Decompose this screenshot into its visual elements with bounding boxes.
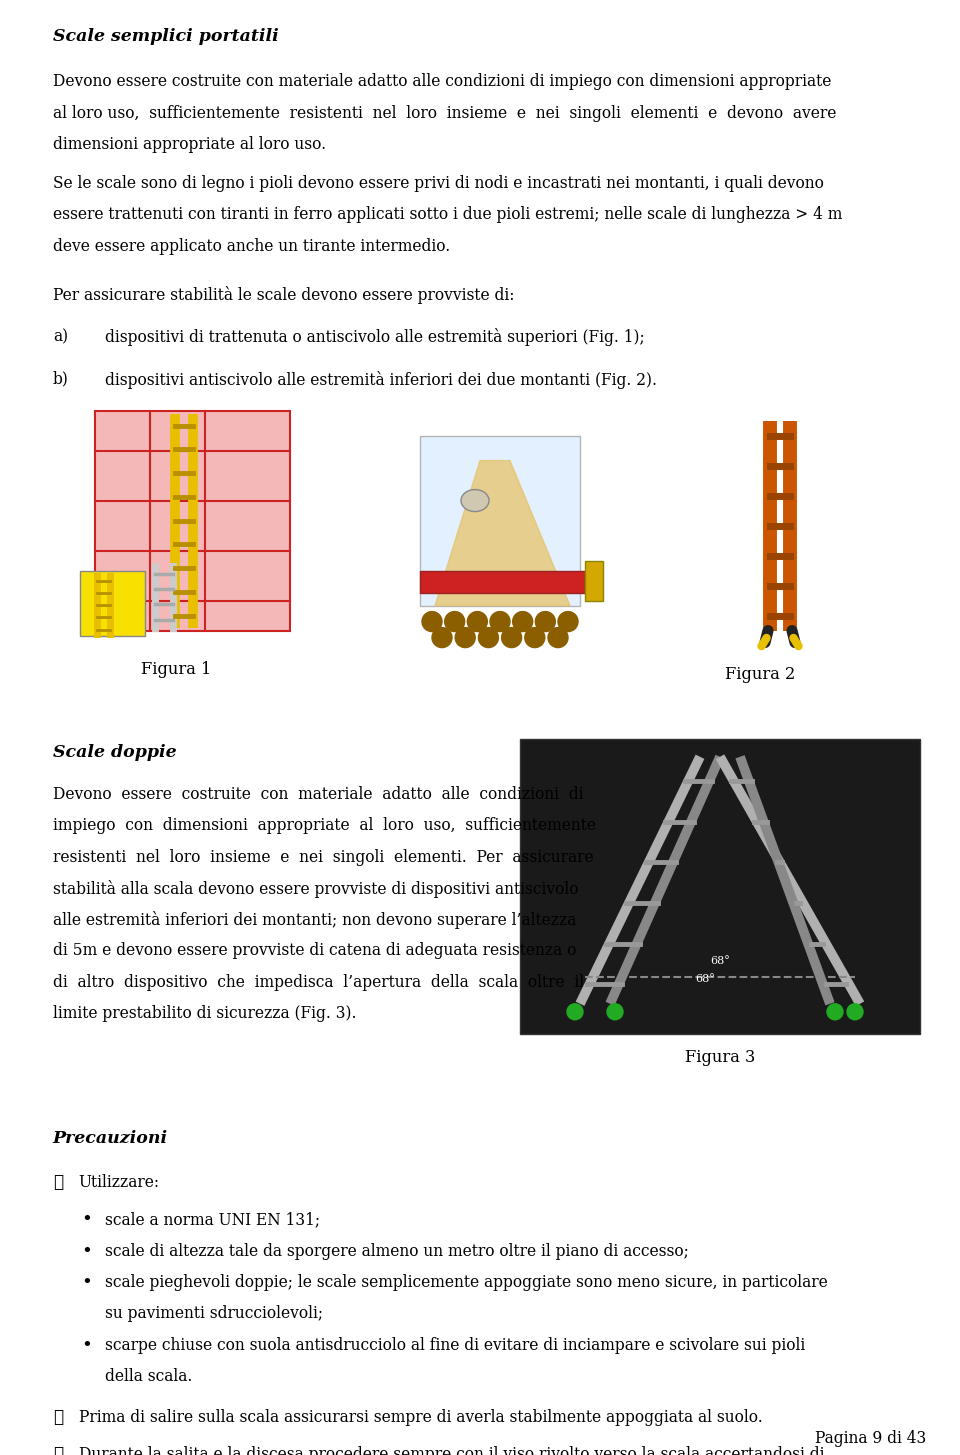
- FancyArrowPatch shape: [761, 637, 766, 646]
- Text: Per assicurare stabilità le scale devono essere provviste di:: Per assicurare stabilità le scale devono…: [53, 287, 515, 304]
- FancyArrowPatch shape: [794, 637, 799, 646]
- Circle shape: [827, 1004, 843, 1020]
- Text: Precauzioni: Precauzioni: [53, 1131, 168, 1147]
- Text: 68°: 68°: [710, 956, 730, 966]
- Text: scarpe chiuse con suola antisdrucciolo al fine di evitare di inciampare e scivol: scarpe chiuse con suola antisdrucciolo a…: [105, 1337, 805, 1353]
- Circle shape: [468, 611, 488, 631]
- Text: di  altro  dispositivo  che  impedisca  l’apertura  della  scala  oltre  il: di altro dispositivo che impedisca l’ape…: [53, 973, 584, 991]
- Bar: [585, 560, 603, 601]
- Circle shape: [513, 611, 533, 631]
- Text: •: •: [81, 1243, 91, 1260]
- Circle shape: [847, 1004, 863, 1020]
- Circle shape: [422, 611, 442, 631]
- Text: Figura 3: Figura 3: [684, 1049, 756, 1065]
- Text: Devono essere costruite con materiale adatto alle condizioni di impiego con dime: Devono essere costruite con materiale ad…: [53, 73, 831, 90]
- Bar: [420, 435, 580, 605]
- Text: essere trattenuti con tiranti in ferro applicati sotto i due pioli estremi; nell: essere trattenuti con tiranti in ferro a…: [53, 207, 842, 223]
- Text: resistenti  nel  loro  insieme  e  nei  singoli  elementi.  Per  assicurare: resistenti nel loro insieme e nei singol…: [53, 848, 593, 866]
- Text: •: •: [81, 1275, 91, 1292]
- Bar: [420, 570, 595, 592]
- Bar: [520, 739, 920, 1033]
- Circle shape: [490, 611, 510, 631]
- Text: Scale semplici portatili: Scale semplici portatili: [53, 28, 278, 45]
- Text: alle estremità inferiori dei montanti; non devono superare l’altezza: alle estremità inferiori dei montanti; n…: [53, 911, 576, 930]
- Text: scale di altezza tale da sporgere almeno un metro oltre il piano di accesso;: scale di altezza tale da sporgere almeno…: [105, 1243, 688, 1260]
- Circle shape: [444, 611, 465, 631]
- Text: scale a norma UNI EN 131;: scale a norma UNI EN 131;: [105, 1212, 320, 1228]
- Text: stabilità alla scala devono essere provviste di dispositivi antiscivolo: stabilità alla scala devono essere provv…: [53, 880, 578, 898]
- Text: b): b): [53, 371, 69, 387]
- Circle shape: [567, 1004, 583, 1020]
- Text: della scala.: della scala.: [105, 1368, 192, 1385]
- Text: Figura 1: Figura 1: [140, 661, 211, 678]
- Text: Figura 2: Figura 2: [725, 665, 795, 682]
- Text: 68°: 68°: [695, 973, 715, 984]
- Bar: [80, 570, 145, 636]
- Text: Prima di salire sulla scala assicurarsi sempre di averla stabilmente appoggiata : Prima di salire sulla scala assicurarsi …: [79, 1408, 762, 1426]
- Circle shape: [607, 1004, 623, 1020]
- Ellipse shape: [461, 489, 489, 512]
- Text: a): a): [53, 329, 68, 345]
- Text: deve essere applicato anche un tirante intermedio.: deve essere applicato anche un tirante i…: [53, 237, 450, 255]
- Text: dimensioni appropriate al loro uso.: dimensioni appropriate al loro uso.: [53, 135, 326, 153]
- Text: al loro uso,  sufficientemente  resistenti  nel  loro  insieme  e  nei  singoli : al loro uso, sufficientemente resistenti…: [53, 105, 836, 122]
- Text: Se le scale sono di legno i pioli devono essere privi di nodi e incastrati nei m: Se le scale sono di legno i pioli devono…: [53, 175, 824, 192]
- Text: di 5m e devono essere provviste di catena di adeguata resistenza o: di 5m e devono essere provviste di caten…: [53, 943, 576, 959]
- Circle shape: [536, 611, 555, 631]
- Text: ➤: ➤: [53, 1446, 63, 1455]
- Text: Utilizzare:: Utilizzare:: [79, 1174, 160, 1190]
- Text: Pagina 9 di 43: Pagina 9 di 43: [815, 1430, 926, 1448]
- Text: Scale doppie: Scale doppie: [53, 744, 177, 761]
- Text: su pavimenti sdrucciolevoli;: su pavimenti sdrucciolevoli;: [105, 1305, 323, 1323]
- Text: impiego  con  dimensioni  appropriate  al  loro  uso,  sufficientemente: impiego con dimensioni appropriate al lo…: [53, 818, 596, 834]
- Polygon shape: [435, 461, 570, 605]
- Text: ➤: ➤: [53, 1174, 63, 1190]
- Circle shape: [501, 627, 521, 647]
- Text: limite prestabilito di sicurezza (Fig. 3).: limite prestabilito di sicurezza (Fig. 3…: [53, 1005, 356, 1021]
- Circle shape: [548, 627, 568, 647]
- Circle shape: [478, 627, 498, 647]
- Text: dispositivi antiscivolo alle estremità inferiori dei due montanti (Fig. 2).: dispositivi antiscivolo alle estremità i…: [105, 371, 657, 388]
- Circle shape: [432, 627, 452, 647]
- Text: Devono  essere  costruite  con  materiale  adatto  alle  condizioni  di: Devono essere costruite con materiale ad…: [53, 786, 584, 803]
- Text: ➤: ➤: [53, 1408, 63, 1426]
- Text: scale pieghevoli doppie; le scale semplicemente appoggiate sono meno sicure, in : scale pieghevoli doppie; le scale sempli…: [105, 1275, 828, 1291]
- Circle shape: [455, 627, 475, 647]
- Text: •: •: [81, 1212, 91, 1229]
- Circle shape: [558, 611, 578, 631]
- Text: Durante la salita e la discesa procedere sempre con il viso rivolto verso la sca: Durante la salita e la discesa procedere…: [79, 1446, 825, 1455]
- Text: •: •: [81, 1337, 91, 1355]
- Text: dispositivi di trattenuta o antiscivolo alle estremità superiori (Fig. 1);: dispositivi di trattenuta o antiscivolo …: [105, 329, 644, 346]
- Circle shape: [525, 627, 544, 647]
- Bar: [95, 410, 290, 630]
